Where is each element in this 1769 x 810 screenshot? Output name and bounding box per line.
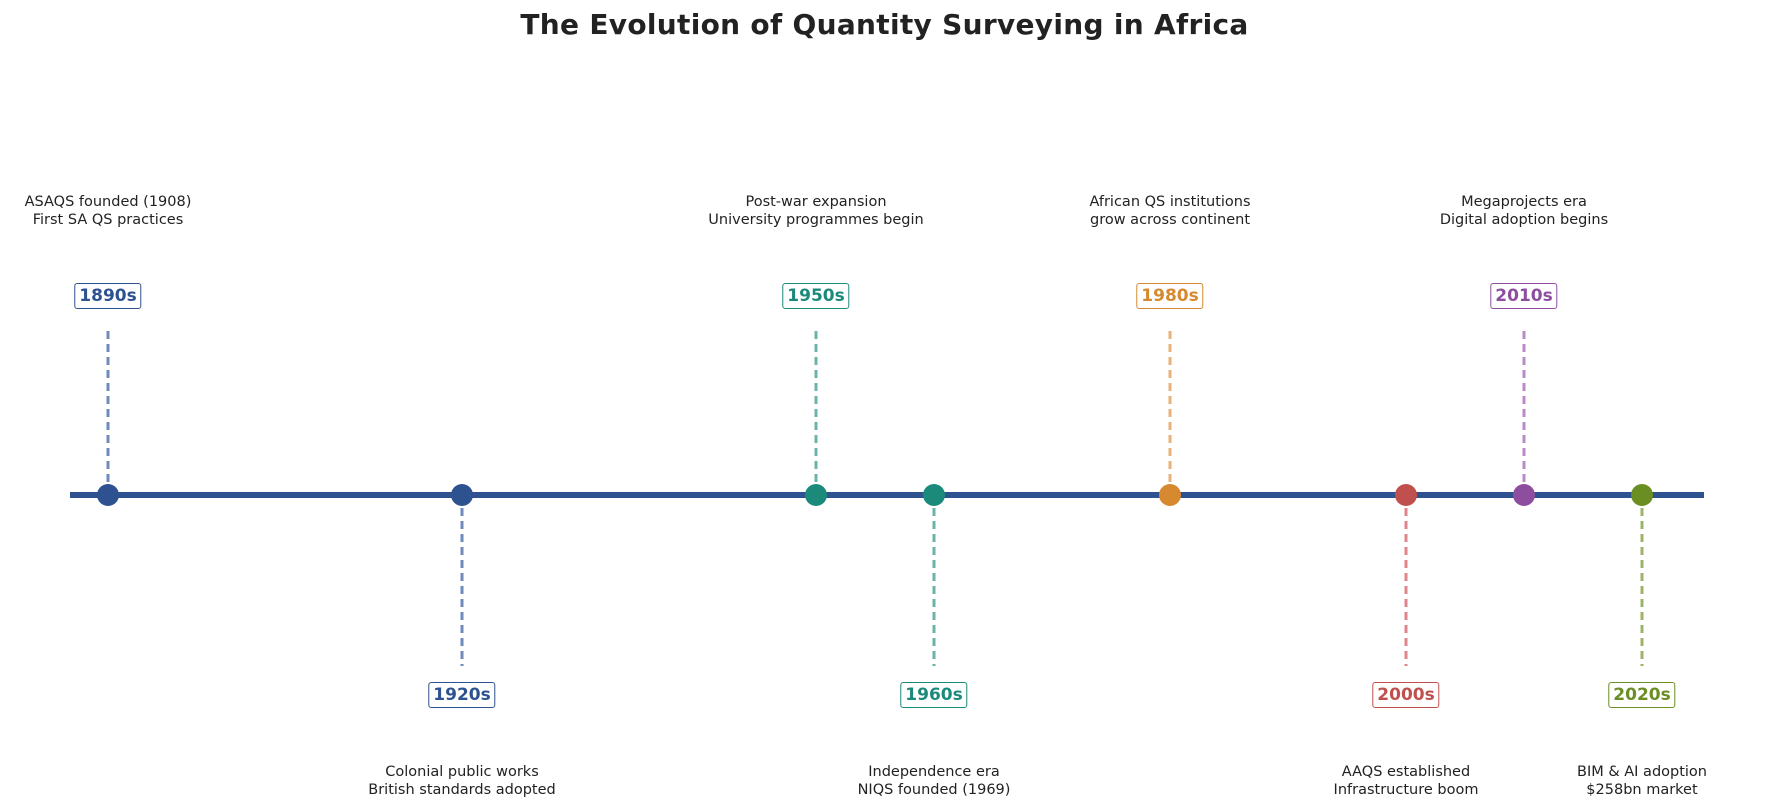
year-label-2010s: 2010s bbox=[1490, 283, 1558, 309]
event-description-1960s: Independence era NIQS founded (1969) bbox=[858, 763, 1011, 799]
event-marker-2010s bbox=[1513, 484, 1535, 506]
event-description-line: African QS institutions bbox=[1089, 194, 1251, 210]
event-marker-1950s bbox=[805, 484, 827, 506]
year-label-1980s: 1980s bbox=[1136, 283, 1204, 309]
event-description-1980s: African QS institutions grow across conti… bbox=[1089, 193, 1250, 229]
event-description-line: Independence era bbox=[868, 764, 1000, 780]
event-description-line: Colonial public works bbox=[385, 764, 539, 780]
event-description-line: BIM & AI adoption bbox=[1576, 764, 1708, 780]
year-label-1950s: 1950s bbox=[782, 283, 850, 309]
event-description-line: British standards adopted bbox=[368, 782, 556, 798]
chart-title: The Evolution of Quantity Surveying in A… bbox=[520, 8, 1249, 41]
year-label-1920s: 1920s bbox=[428, 682, 496, 708]
year-label-2000s: 2000s bbox=[1372, 682, 1440, 708]
event-description-line: AAQS established bbox=[1341, 764, 1471, 780]
event-marker-1890s bbox=[97, 484, 119, 506]
event-description-line: NIQS founded (1969) bbox=[857, 782, 1011, 798]
event-marker-2020s bbox=[1631, 484, 1653, 506]
event-marker-2000s bbox=[1395, 484, 1417, 506]
event-description-line: Digital adoption begins bbox=[1439, 212, 1609, 228]
event-description-line: Infrastructure boom bbox=[1333, 782, 1479, 798]
year-label-1890s: 1890s bbox=[74, 283, 142, 309]
event-description-line: grow across continent bbox=[1089, 212, 1251, 228]
event-description-line: $258bn market bbox=[1586, 782, 1698, 798]
event-description-2010s: Megaprojects era Digital adoption begins bbox=[1440, 193, 1608, 229]
event-description-2000s: AAQS established Infrastructure boom bbox=[1334, 763, 1479, 799]
year-label-2020s: 2020s bbox=[1608, 682, 1676, 708]
event-description-1920s: Colonial public works British standards a… bbox=[368, 763, 555, 799]
event-description-2020s: BIM & AI adoption $258bn market bbox=[1577, 763, 1707, 799]
event-marker-1980s bbox=[1159, 484, 1181, 506]
event-marker-1920s bbox=[451, 484, 473, 506]
event-description-1950s: Post-war expansion University programmes … bbox=[708, 193, 923, 229]
event-description-line: Megaprojects era bbox=[1461, 194, 1587, 210]
event-description-1890s: ASAQS founded (1908) First SA QS practice… bbox=[25, 193, 192, 229]
event-description-line: ASAQS founded (1908) bbox=[24, 194, 192, 210]
event-description-line: First SA QS practices bbox=[32, 212, 184, 228]
event-description-line: University programmes begin bbox=[708, 212, 924, 228]
event-description-line: Post-war expansion bbox=[745, 194, 887, 210]
year-label-1960s: 1960s bbox=[900, 682, 968, 708]
event-marker-1960s bbox=[923, 484, 945, 506]
